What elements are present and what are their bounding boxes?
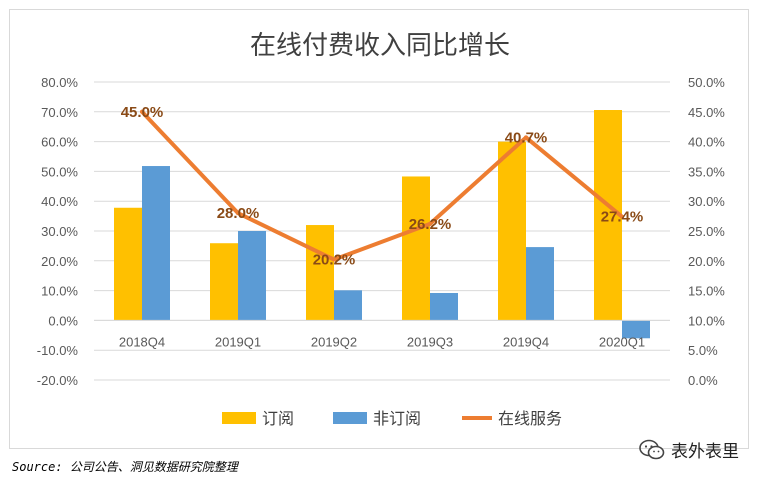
line-point [140, 109, 144, 114]
line-point [428, 221, 432, 226]
legend-label: 订阅 [262, 409, 294, 428]
right-y-tick-label: 5.0% [688, 343, 718, 358]
left-y-axis: 80.0% 70.0% 60.0% 50.0% 40.0% 30.0% 20.0% 10.0%… [37, 75, 79, 388]
line-point [236, 211, 240, 216]
line-data-labels: 45.0% 28.0% 20.2% 26.2% 40.7% 27.4% [121, 104, 644, 269]
left-y-tick-label: 20.0% [41, 254, 78, 269]
left-y-tick-label: 50.0% [41, 164, 78, 179]
bar-series [114, 110, 650, 339]
data-label: 40.7% [505, 129, 548, 146]
watermark-text: 表外表里 [671, 442, 739, 462]
data-label: 28.0% [217, 205, 260, 222]
data-label: 45.0% [121, 104, 164, 121]
bar-subscription [306, 225, 334, 321]
bar-non-subscription [334, 290, 362, 321]
gridlines [94, 81, 670, 381]
x-axis-labels: 2018Q4 2019Q1 2019Q2 2019Q3 2019Q4 2020Q1 [119, 334, 645, 349]
left-y-tick-label: 40.0% [41, 194, 78, 209]
left-y-tick-label: -10.0% [37, 343, 79, 358]
bar-non-subscription [238, 231, 266, 321]
x-tick-label: 2019Q3 [407, 334, 453, 349]
bar-subscription [114, 207, 142, 321]
right-y-axis: 50.0% 45.0% 40.0% 35.0% 30.0% 25.0% 20.0% 15.0%… [688, 75, 725, 388]
right-y-tick-label: 35.0% [688, 164, 725, 179]
left-y-tick-label: 70.0% [41, 105, 78, 120]
left-y-tick-label: 0.0% [48, 313, 78, 328]
left-y-tick-label: 80.0% [41, 75, 78, 90]
bar-subscription [210, 243, 238, 321]
x-tick-label: 2019Q4 [503, 334, 549, 349]
x-tick-label: 2019Q2 [311, 334, 357, 349]
left-y-tick-label: 60.0% [41, 135, 78, 150]
bar-non-subscription [430, 292, 458, 321]
watermark: 表外表里 [639, 437, 739, 462]
right-y-tick-label: 25.0% [688, 224, 725, 239]
x-tick-label: 2020Q1 [599, 334, 645, 349]
data-label: 20.2% [313, 252, 356, 269]
line-point [620, 214, 624, 219]
combo-chart: 在线付费收入同比增长 80.0% 70.0% 60.0% 50.0% 40.0% 30.0… [37, 31, 726, 428]
line-series [140, 109, 624, 262]
x-tick-label: 2019Q1 [215, 334, 261, 349]
source-note: Source: 公司公告、洞见数据研究院整理 [12, 460, 238, 474]
legend-swatch [222, 412, 256, 424]
data-label: 26.2% [409, 216, 452, 233]
data-label: 27.4% [601, 209, 644, 226]
bar-subscription [402, 176, 430, 321]
wechat-icon [639, 439, 665, 459]
right-y-tick-label: 0.0% [688, 373, 718, 388]
bar-non-subscription [526, 247, 554, 321]
line-online-services [140, 109, 624, 262]
chart-title: 在线付费收入同比增长 [250, 31, 510, 61]
bar-non-subscription [622, 320, 650, 339]
bar-subscription [498, 141, 526, 321]
right-y-tick-label: 30.0% [688, 194, 725, 209]
line-point [332, 257, 336, 262]
x-tick-label: 2018Q4 [119, 334, 165, 349]
right-y-tick-label: 10.0% [688, 313, 725, 328]
legend-swatch [333, 412, 367, 424]
left-y-tick-label: 30.0% [41, 224, 78, 239]
right-y-tick-label: 15.0% [688, 284, 725, 299]
legend-label: 在线服务 [498, 409, 562, 428]
right-y-tick-label: 45.0% [688, 105, 725, 120]
left-y-tick-label: 10.0% [41, 284, 78, 299]
chart-frame: 在线付费收入同比增长 80.0% 70.0% 60.0% 50.0% 40.0% 30.0… [9, 9, 749, 449]
left-y-tick-label: -20.0% [37, 373, 79, 388]
legend-label: 非订阅 [373, 409, 421, 428]
legend: 订阅 非订阅 在线服务 [222, 409, 562, 428]
right-y-tick-label: 20.0% [688, 254, 725, 269]
right-y-tick-label: 50.0% [688, 75, 725, 90]
bar-non-subscription [142, 166, 170, 321]
right-y-tick-label: 40.0% [688, 135, 725, 150]
line-point [524, 135, 528, 140]
